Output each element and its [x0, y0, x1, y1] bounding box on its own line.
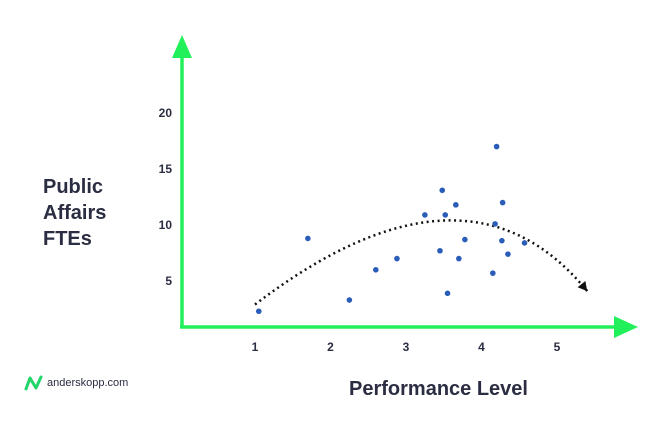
x-axis-arrowhead: [614, 316, 638, 338]
data-point: [394, 255, 400, 262]
data-point: [521, 240, 528, 246]
x-tick-label: 1: [252, 340, 259, 354]
data-point: [490, 270, 496, 276]
data-point: [456, 255, 462, 262]
x-tick-label: 4: [478, 340, 485, 354]
y-tick-label: 5: [165, 274, 172, 288]
data-point: [346, 297, 353, 303]
anderskopp-logo-icon: [24, 375, 43, 391]
data-point: [442, 212, 449, 218]
x-tick-label: 5: [554, 340, 561, 354]
data-point: [453, 202, 459, 208]
y-tick-label: 10: [159, 218, 173, 232]
data-point: [505, 251, 511, 257]
brand-link[interactable]: anderskopp.com: [24, 375, 128, 391]
data-point: [493, 143, 500, 150]
y-axis-label-line: FTEs: [43, 228, 92, 250]
data-point: [492, 221, 498, 227]
data-point: [499, 237, 505, 244]
data-point: [437, 247, 443, 254]
y-axis-label: Public Affairs FTEs: [43, 174, 133, 252]
trend-arrowhead: [577, 280, 588, 292]
x-tick-label: 2: [327, 340, 334, 354]
y-tick-label: 20: [159, 106, 173, 120]
data-point: [422, 212, 428, 218]
y-axis-label-line: Public: [43, 176, 104, 198]
data-point: [462, 236, 468, 243]
brand-text: anderskopp.com: [47, 377, 129, 389]
data-point: [255, 308, 262, 315]
y-axis-arrowhead: [172, 35, 192, 58]
x-tick-label: 3: [403, 340, 410, 354]
data-point: [444, 290, 451, 297]
data-point: [499, 199, 506, 206]
tick-labels: 1 2 3 4 5 5 10 15 20: [159, 106, 561, 354]
y-tick-label: 15: [159, 162, 173, 176]
data-point: [305, 235, 311, 242]
data-point: [373, 267, 379, 273]
data-point: [439, 187, 446, 194]
x-axis-label: Performance Level: [349, 378, 528, 400]
trend-curve: [254, 219, 589, 306]
chart-axes: [172, 35, 638, 338]
data-points: [255, 143, 528, 315]
y-axis-label-line: Affairs: [43, 202, 107, 224]
